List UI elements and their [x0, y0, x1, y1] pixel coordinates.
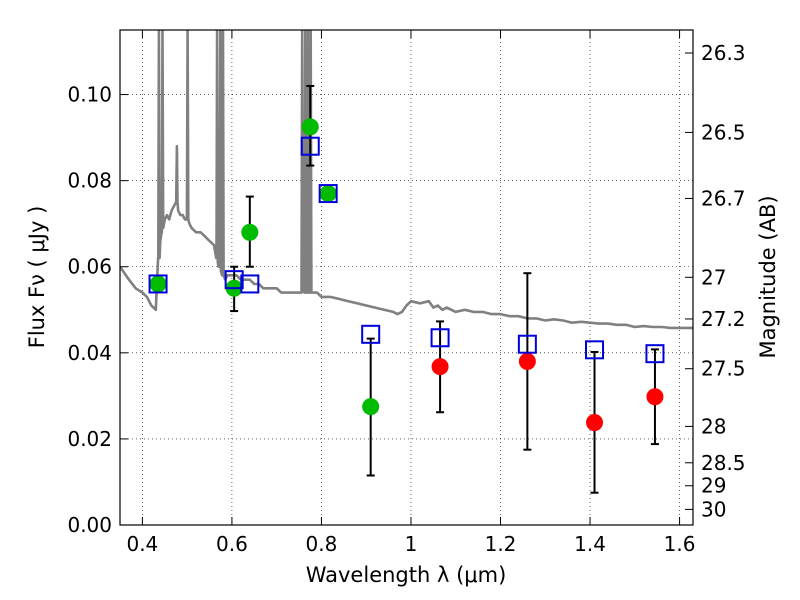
y-tick-label: 0.08 — [67, 169, 112, 193]
plot-area — [120, 30, 693, 494]
x-tick-label: 1 — [405, 532, 418, 556]
x-axis-label: Wavelength λ (μm) — [306, 563, 507, 587]
magnitude-tick-label: 28.5 — [701, 451, 746, 475]
magnitude-tick-label: 27.2 — [701, 307, 746, 331]
detection-point — [319, 185, 337, 203]
template-square-marker — [430, 328, 450, 348]
upper-limit-point — [518, 352, 536, 370]
magnitude-tick-label: 27.5 — [701, 357, 746, 381]
x-tick-label: 1.6 — [664, 532, 696, 556]
upper-limit-point — [431, 358, 449, 376]
y-tick-label: 0.06 — [67, 255, 112, 279]
template-square-marker — [300, 136, 320, 156]
axes: 0.4 0.6 0.8 1 1.2 1.4 1.6 0.00 0.02 0.04 0.06 0.08 0… — [67, 30, 746, 556]
x-tick-label: 0.8 — [306, 532, 338, 556]
y-tick-label: 0.00 — [67, 513, 112, 537]
y-tick-label: 0.02 — [67, 427, 112, 451]
template-square-marker — [645, 344, 665, 364]
detection-point — [362, 398, 380, 416]
upper-limit-point — [646, 388, 664, 406]
sed-template-line — [120, 30, 693, 330]
y-axis-label: Flux Fν ( μJy ) — [25, 206, 49, 349]
x-tick-label: 0.6 — [216, 532, 248, 556]
template-square-marker — [148, 274, 168, 294]
magnitude-tick-label: 27 — [701, 265, 726, 289]
template-square-marker — [318, 184, 338, 204]
x-tick-label: 0.4 — [126, 532, 158, 556]
magnitude-tick-label: 30 — [701, 497, 726, 521]
magnitude-tick-label: 26.3 — [701, 41, 746, 65]
template-square-marker — [224, 270, 244, 290]
magnitude-tick-label: 26.7 — [701, 186, 746, 210]
template-square-marker — [240, 274, 260, 294]
magnitude-axis-label: Magnitude (AB) — [756, 195, 780, 358]
template-square-marker — [361, 324, 381, 344]
detection-point — [241, 223, 259, 241]
y-tick-label: 0.10 — [67, 83, 112, 107]
magnitude-tick-label: 28 — [701, 414, 726, 438]
template-square-marker — [585, 340, 605, 360]
detection-point — [301, 118, 319, 136]
plot-frame — [119, 29, 694, 526]
grid-lines — [120, 30, 693, 526]
detection-point — [149, 275, 167, 293]
y-tick-label: 0.04 — [67, 341, 112, 365]
template-square-marker — [517, 334, 537, 354]
magnitude-tick-label: 29 — [701, 474, 726, 498]
magnitude-tick-label: 26.5 — [701, 120, 746, 144]
x-tick-label: 1.2 — [485, 532, 517, 556]
x-tick-label: 1.4 — [574, 532, 606, 556]
upper-limit-point — [586, 414, 604, 432]
